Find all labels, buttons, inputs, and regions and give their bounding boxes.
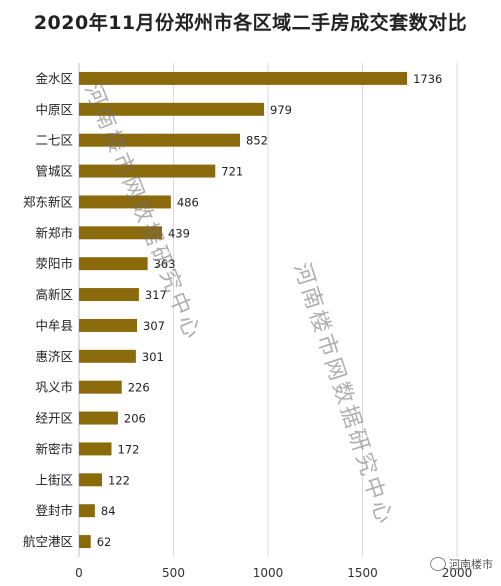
- category-label: 中牟县: [35, 318, 73, 333]
- bar: [79, 164, 216, 178]
- data-label: 363: [154, 257, 176, 271]
- category-labels: 金水区中原区二七区管城区郑东新区新郑市荥阳市高新区中牟县惠济区巩义市经开区新密市…: [23, 71, 73, 549]
- category-label: 巩义市: [35, 380, 73, 395]
- category-label: 中原区: [35, 102, 73, 117]
- category-label: 登封市: [35, 503, 73, 518]
- data-label: 852: [246, 134, 268, 148]
- bar: [79, 349, 136, 363]
- chat-bubble-icon: [430, 557, 446, 571]
- data-label: 62: [97, 535, 112, 549]
- bars: [79, 71, 408, 549]
- category-label: 上街区: [35, 472, 73, 487]
- bar: [79, 195, 171, 209]
- bar: [79, 442, 112, 456]
- x-tick-labels: 0 500 1000 1500 2000: [75, 566, 472, 580]
- bar: [79, 226, 162, 240]
- bar: [79, 535, 91, 549]
- category-label: 荥阳市: [35, 256, 73, 271]
- bar: [79, 504, 95, 518]
- data-label: 307: [143, 319, 165, 333]
- category-label: 新郑市: [35, 225, 73, 240]
- data-label: 84: [101, 504, 116, 518]
- category-label: 航空港区: [23, 534, 73, 549]
- data-label: 301: [142, 350, 164, 364]
- x-tick-label: 500: [162, 566, 185, 580]
- category-label: 管城区: [35, 164, 73, 179]
- bar: [79, 288, 139, 302]
- source-badge-label: 河南楼市: [449, 558, 493, 571]
- category-label: 郑东新区: [23, 194, 73, 209]
- x-tick-label: 1500: [347, 566, 378, 580]
- data-label: 439: [168, 226, 190, 240]
- data-label: 486: [177, 195, 199, 209]
- data-label: 721: [221, 165, 243, 179]
- data-label: 172: [118, 442, 140, 456]
- value-labels: 1736 979 852 721 486 439 363 317 307 301 226 206 172…: [97, 72, 443, 549]
- bar: [79, 318, 138, 332]
- data-label: 122: [108, 473, 130, 487]
- source-badge: 河南楼市: [430, 556, 493, 572]
- x-tick-label: 1000: [253, 566, 284, 580]
- bar: [79, 102, 265, 116]
- data-label: 226: [128, 381, 150, 395]
- data-label: 206: [124, 412, 146, 426]
- category-label: 新密市: [35, 441, 73, 456]
- data-label: 317: [145, 288, 167, 302]
- bar: [79, 133, 241, 147]
- bar: [79, 71, 408, 85]
- bar: [79, 257, 148, 271]
- bar: [79, 473, 103, 487]
- x-tick-label: 2000: [442, 566, 473, 580]
- category-label: 高新区: [35, 287, 73, 302]
- x-tick-label: 0: [75, 566, 83, 580]
- category-label: 惠济区: [35, 349, 73, 364]
- category-label: 经开区: [35, 411, 73, 426]
- category-label: 二七区: [35, 133, 73, 148]
- data-label: 1736: [413, 72, 442, 86]
- category-label: 金水区: [35, 71, 73, 86]
- data-label: 979: [270, 103, 292, 117]
- bar: [79, 411, 118, 425]
- chart-title: 2020年11月份郑州市各区域二手房成交套数对比: [33, 12, 468, 34]
- bar: [79, 380, 122, 394]
